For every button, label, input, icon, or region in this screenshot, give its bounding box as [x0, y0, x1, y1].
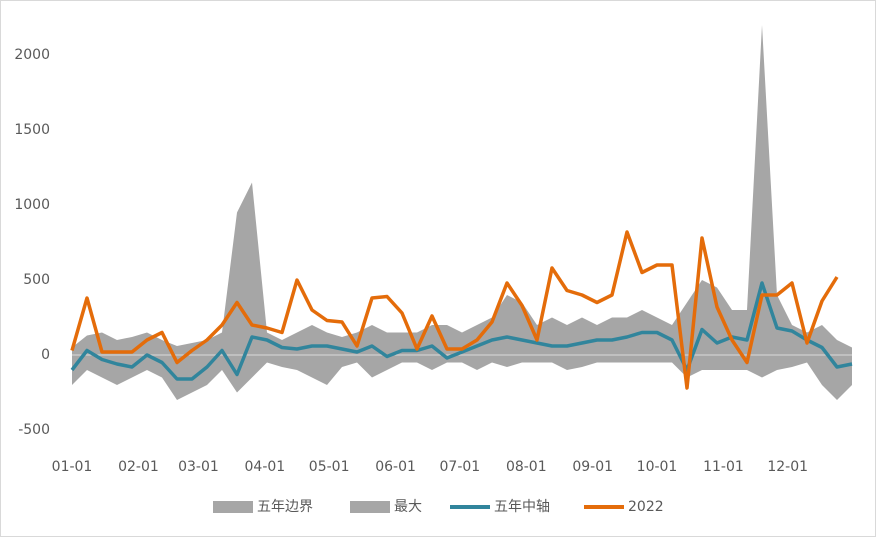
x-tick-label: 10-01 [637, 459, 678, 475]
x-tick-label: 03-01 [178, 459, 219, 475]
x-tick-label: 08-01 [506, 459, 547, 475]
legend-label: 五年边界 [257, 499, 313, 515]
y-tick-label: 0 [41, 347, 50, 363]
legend-swatch [213, 501, 253, 513]
line [70, 230, 839, 390]
line [70, 281, 853, 381]
legend-label: 最大 [394, 499, 422, 515]
y-tick-label: 2000 [14, 47, 50, 63]
legend-swatch [350, 501, 390, 513]
y-tick-label: 1000 [14, 197, 50, 213]
x-tick-label: 01-01 [52, 459, 93, 475]
x-tick-label: 11-01 [703, 459, 744, 475]
x-tick-label: 02-01 [118, 459, 159, 475]
y-tick-label: 1500 [14, 122, 50, 138]
y-tick-label: -500 [18, 422, 50, 438]
x-tick-label: 05-01 [309, 459, 350, 475]
legend-label: 2022 [628, 499, 664, 515]
legend-label: 五年中轴 [494, 499, 550, 515]
y-tick-label: 500 [23, 272, 50, 288]
x-tick-label: 07-01 [440, 459, 481, 475]
x-tick-label: 09-01 [572, 459, 613, 475]
x-tick-label: 12-01 [767, 459, 808, 475]
area [72, 355, 852, 400]
x-tick-label: 04-01 [245, 459, 286, 475]
x-tick-label: 06-01 [375, 459, 416, 475]
